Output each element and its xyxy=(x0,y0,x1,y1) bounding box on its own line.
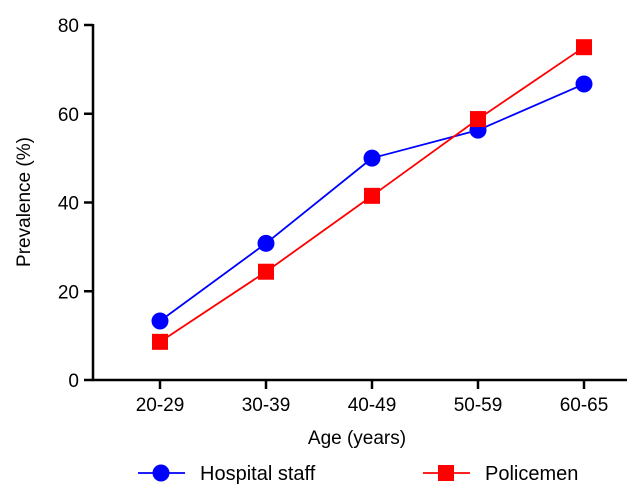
data-point xyxy=(576,39,592,56)
y-tick-label: 20 xyxy=(58,282,79,303)
x-ticks: 20-29 30-39 40-49 50-59 60-65 xyxy=(136,380,609,416)
data-point xyxy=(152,333,168,350)
legend-marker xyxy=(152,464,170,482)
axes xyxy=(91,24,627,382)
data-point xyxy=(363,149,381,167)
legend-label: Policemen xyxy=(485,463,578,485)
x-tick-label: 30-39 xyxy=(242,395,291,416)
x-axis-title: Age (years) xyxy=(308,428,406,449)
data-point xyxy=(575,75,593,93)
y-tick-label: 40 xyxy=(58,194,79,215)
data-point xyxy=(364,187,380,204)
data-point xyxy=(258,263,274,280)
series-layer xyxy=(151,39,593,350)
data-point xyxy=(151,312,169,330)
x-tick-label: 20-29 xyxy=(136,395,185,416)
x-tick-label: 40-49 xyxy=(348,395,397,416)
y-axis-title: Prevalence (%) xyxy=(14,137,35,267)
data-point xyxy=(470,111,486,128)
legend-item: Hospital staff xyxy=(138,463,316,485)
y-tick-label: 0 xyxy=(68,371,79,392)
y-tick-label: 80 xyxy=(58,16,79,37)
legend-item: Policemen xyxy=(423,463,578,485)
series-1 xyxy=(152,39,592,350)
x-tick-label: 60-65 xyxy=(560,395,609,416)
x-tick-label: 50-59 xyxy=(454,395,503,416)
y-ticks: 0 20 40 60 80 xyxy=(58,16,93,392)
legend-marker xyxy=(438,465,454,481)
series-0 xyxy=(151,75,593,330)
legend: Hospital staff Policemen xyxy=(138,463,578,485)
y-tick-label: 60 xyxy=(58,105,79,126)
data-point xyxy=(257,234,275,252)
legend-label: Hospital staff xyxy=(200,463,316,485)
